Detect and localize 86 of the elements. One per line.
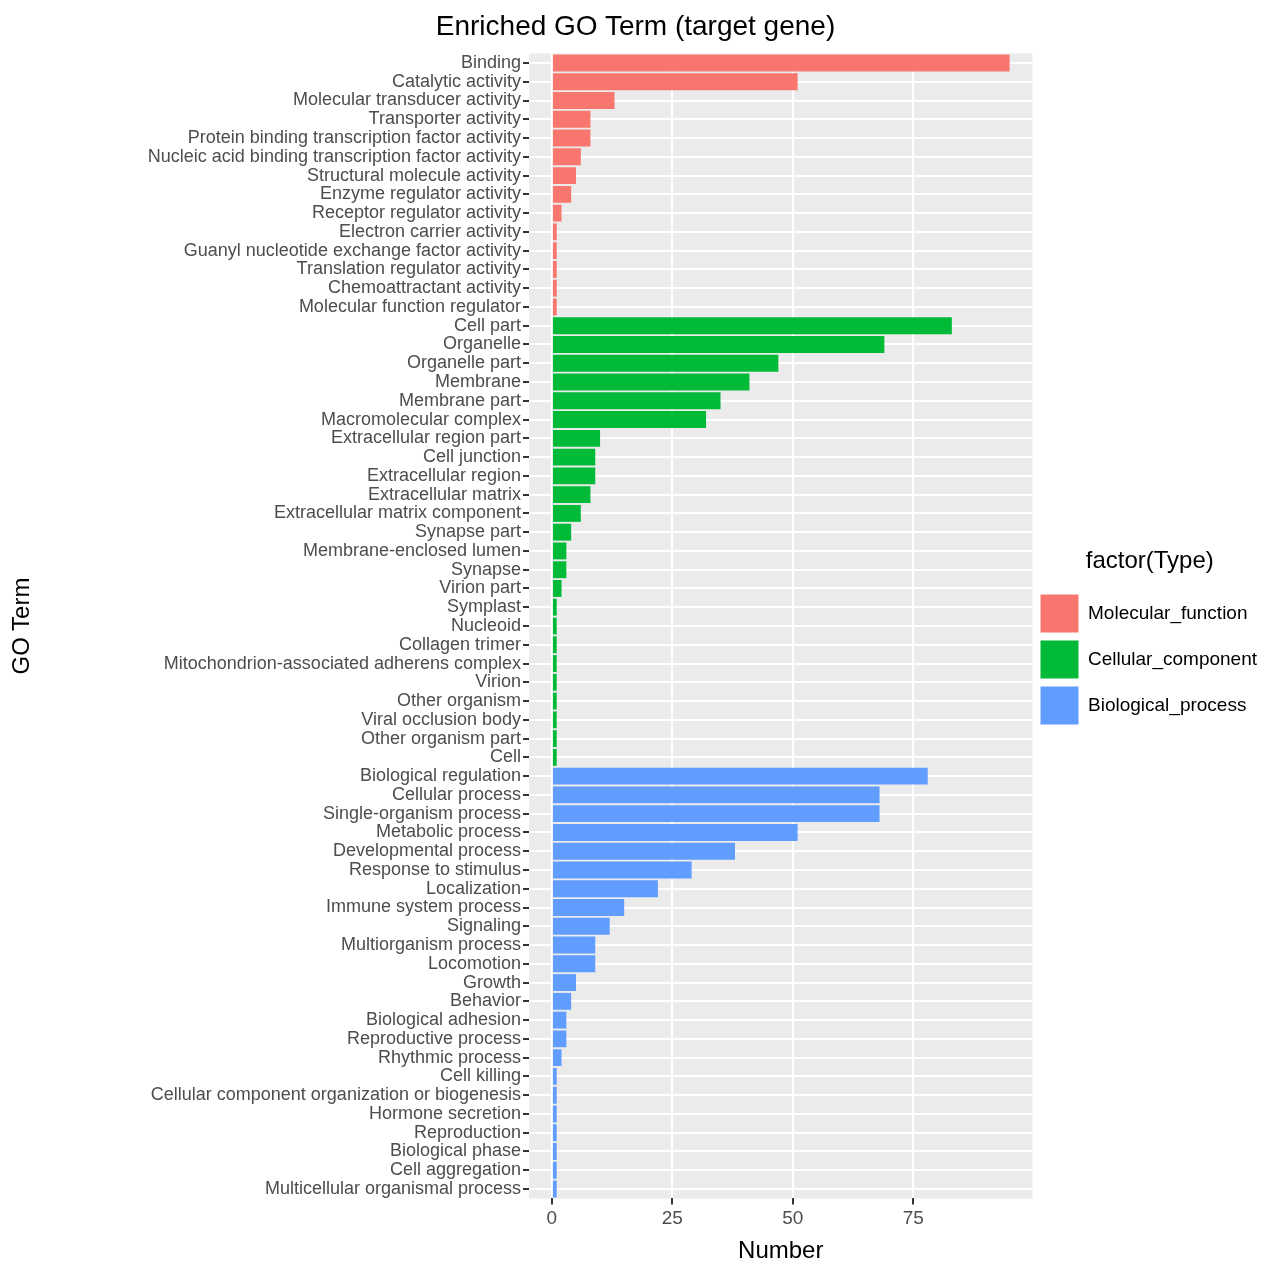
y-tick-label: Localization bbox=[425, 877, 521, 898]
y-tick-label: Extracellular matrix component bbox=[273, 502, 521, 523]
bar bbox=[552, 1086, 557, 1104]
bar bbox=[552, 748, 557, 766]
y-axis-title: GO Term bbox=[7, 577, 35, 675]
legend-label: Cellular_component bbox=[1088, 647, 1258, 670]
bar bbox=[552, 805, 880, 823]
bar bbox=[552, 1161, 557, 1179]
bar bbox=[552, 185, 572, 203]
bar bbox=[552, 298, 557, 316]
bar bbox=[552, 92, 615, 109]
bar bbox=[552, 242, 557, 260]
bar bbox=[552, 1180, 557, 1198]
y-tick-label: Collagen trimer bbox=[398, 633, 521, 654]
x-tick-label: 0 bbox=[546, 1207, 558, 1229]
bar bbox=[552, 1124, 557, 1142]
bar bbox=[552, 673, 557, 691]
y-tick-label: Biological regulation bbox=[359, 765, 521, 786]
bar bbox=[552, 1067, 557, 1085]
y-tick-label: Binding bbox=[460, 51, 521, 72]
bar bbox=[552, 880, 658, 898]
y-tick-label: Transporter activity bbox=[368, 108, 521, 129]
bar bbox=[552, 636, 557, 654]
legend-title: factor(Type) bbox=[1085, 546, 1214, 574]
bar bbox=[552, 73, 798, 91]
bar bbox=[552, 598, 557, 616]
y-tick-label: Other organism bbox=[396, 690, 521, 711]
x-tick-label: 50 bbox=[782, 1207, 804, 1229]
bar bbox=[552, 1143, 557, 1160]
y-tick-label: Cell aggregation bbox=[389, 1159, 521, 1180]
bar bbox=[552, 823, 798, 841]
x-axis-title: Number bbox=[738, 1236, 824, 1264]
bar bbox=[552, 992, 572, 1010]
y-tick-label: Biological adhesion bbox=[365, 1009, 521, 1030]
bar bbox=[552, 1049, 562, 1067]
y-tick-label: Membrane part bbox=[398, 389, 521, 410]
y-tick-label: Multiorganism process bbox=[340, 934, 521, 955]
bar bbox=[552, 148, 581, 166]
x-tick-label: 75 bbox=[902, 1207, 924, 1229]
bar bbox=[552, 110, 591, 128]
bar bbox=[552, 899, 625, 916]
bar bbox=[552, 917, 610, 935]
bar bbox=[552, 411, 707, 429]
bar bbox=[552, 936, 596, 954]
chart-title: Enriched GO Term (target gene) bbox=[435, 9, 836, 41]
y-tick-label: Synapse bbox=[450, 558, 521, 579]
bar bbox=[552, 730, 557, 748]
bar bbox=[552, 392, 721, 410]
bar bbox=[552, 129, 591, 147]
y-tick-label: Chemoattractant activity bbox=[327, 277, 521, 298]
bar bbox=[552, 655, 557, 672]
y-tick-label: Reproduction bbox=[413, 1121, 521, 1142]
y-tick-label: Immune system process bbox=[325, 896, 521, 917]
y-tick-label: Organelle part bbox=[406, 352, 521, 373]
y-tick-label: Behavior bbox=[449, 990, 521, 1011]
y-tick-label: Signaling bbox=[446, 915, 521, 936]
y-tick-label: Protein binding transcription factor activity bbox=[187, 127, 521, 148]
bar bbox=[552, 580, 562, 597]
bar bbox=[552, 861, 692, 879]
y-tick-label: Symplast bbox=[446, 596, 521, 617]
x-tick-label: 25 bbox=[661, 1207, 683, 1229]
bar bbox=[552, 617, 557, 635]
bar bbox=[552, 279, 557, 297]
bar bbox=[552, 842, 735, 860]
bar bbox=[552, 317, 952, 335]
bar bbox=[552, 561, 567, 579]
bar bbox=[552, 429, 601, 447]
bar bbox=[552, 167, 576, 185]
bar bbox=[552, 486, 591, 504]
bar bbox=[552, 1105, 557, 1123]
legend-label: Molecular_function bbox=[1088, 601, 1248, 624]
bar bbox=[552, 974, 576, 992]
bar bbox=[552, 373, 750, 391]
legend-label: Biological_process bbox=[1088, 693, 1247, 716]
bar bbox=[552, 504, 581, 522]
bar bbox=[552, 54, 1010, 72]
y-tick-label: Cellular component organization or biogenesis bbox=[150, 1084, 521, 1105]
y-tick-label: Synapse part bbox=[414, 521, 521, 542]
y-tick-label: Developmental process bbox=[332, 840, 521, 861]
bar bbox=[552, 354, 779, 372]
y-tick-label: Receptor regulator activity bbox=[311, 202, 521, 223]
bar bbox=[552, 260, 557, 278]
y-tick-label: Cell junction bbox=[422, 446, 521, 467]
bar bbox=[552, 336, 885, 353]
bar bbox=[552, 955, 596, 973]
y-tick-label: Growth bbox=[462, 971, 521, 992]
